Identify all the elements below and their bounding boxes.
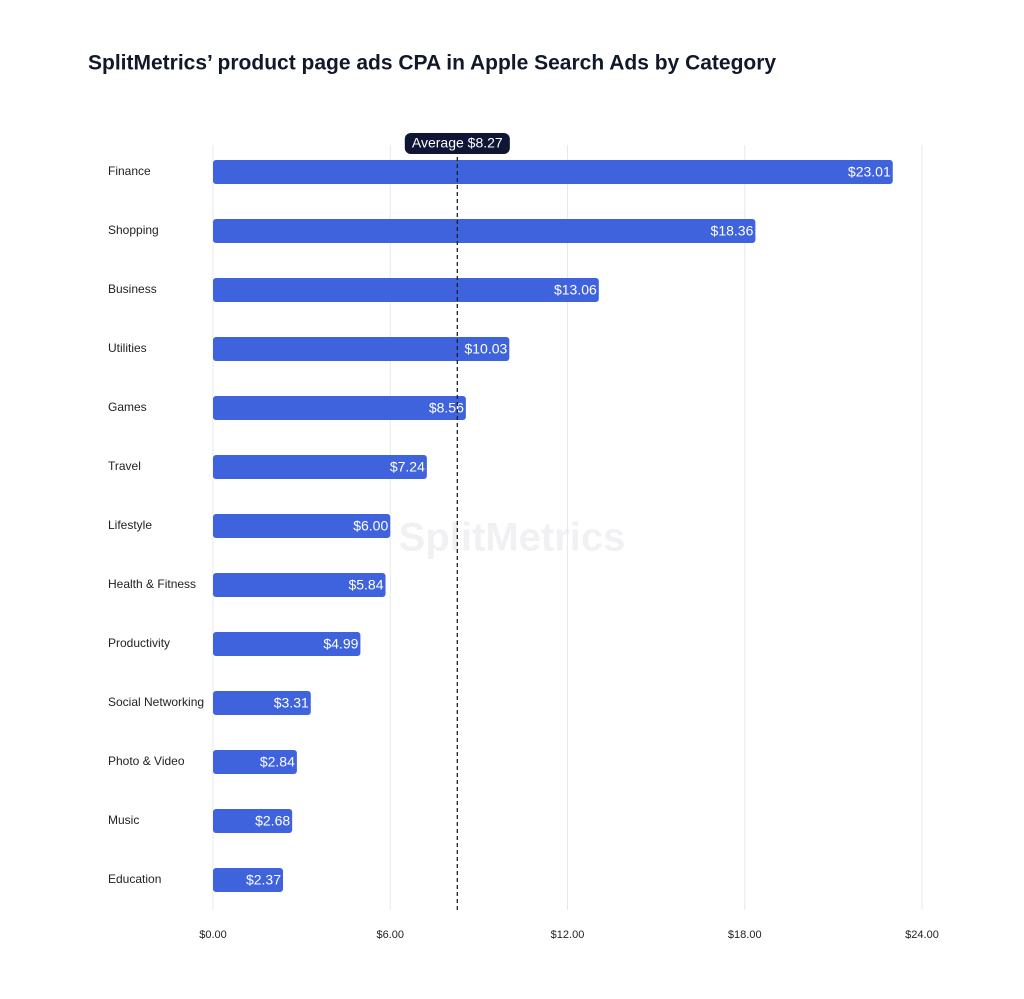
y-tick-label: Business xyxy=(108,282,157,296)
y-tick-label: Productivity xyxy=(108,636,170,650)
y-tick-label: Health & Fitness xyxy=(108,577,196,591)
x-tick-label: $12.00 xyxy=(551,929,585,941)
bar xyxy=(213,809,293,833)
bar xyxy=(213,219,756,243)
y-tick-label: Travel xyxy=(108,459,141,473)
bar xyxy=(213,278,599,302)
bar xyxy=(213,750,297,774)
watermark: SplitMetrics xyxy=(399,516,626,560)
value-label: $8.56 xyxy=(429,400,464,416)
x-tick-label: $18.00 xyxy=(728,929,762,941)
y-tick-label: Music xyxy=(108,813,139,827)
y-tick-label: Utilities xyxy=(108,341,147,355)
y-tick-label: Shopping xyxy=(108,223,159,237)
value-label: $10.03 xyxy=(464,341,507,357)
bar xyxy=(213,160,893,184)
bar xyxy=(213,455,427,479)
y-tick-label: Finance xyxy=(108,164,151,178)
y-tick-label: Games xyxy=(108,400,147,414)
bar xyxy=(213,337,510,361)
x-tick-label: $6.00 xyxy=(376,929,404,941)
value-label: $2.84 xyxy=(260,754,295,770)
y-tick-label: Photo & Video xyxy=(108,754,185,768)
value-label: $7.24 xyxy=(390,459,425,475)
x-tick-label: $0.00 xyxy=(199,929,227,941)
bar xyxy=(213,514,391,538)
y-tick-label: Social Networking xyxy=(108,695,204,709)
value-label: $6.00 xyxy=(353,518,388,534)
bar xyxy=(213,396,466,420)
value-label: $5.84 xyxy=(348,577,383,593)
value-label: $2.37 xyxy=(246,872,281,888)
x-tick-label: $24.00 xyxy=(905,929,939,941)
value-label: $23.01 xyxy=(848,164,891,180)
value-label: $18.36 xyxy=(711,223,754,239)
value-label: $2.68 xyxy=(255,813,290,829)
value-label: $3.31 xyxy=(274,695,309,711)
value-label: $4.99 xyxy=(323,636,358,652)
bar xyxy=(213,632,361,656)
chart-title: SplitMetrics’ product page ads CPA in Ap… xyxy=(88,52,776,75)
bar xyxy=(213,868,284,892)
bar xyxy=(213,691,311,715)
average-badge xyxy=(404,133,510,154)
y-tick-label: Lifestyle xyxy=(108,518,152,532)
bar xyxy=(213,573,386,597)
y-tick-label: Education xyxy=(108,872,161,886)
value-label: $13.06 xyxy=(554,282,597,298)
average-label: Average $8.27 xyxy=(412,135,503,151)
